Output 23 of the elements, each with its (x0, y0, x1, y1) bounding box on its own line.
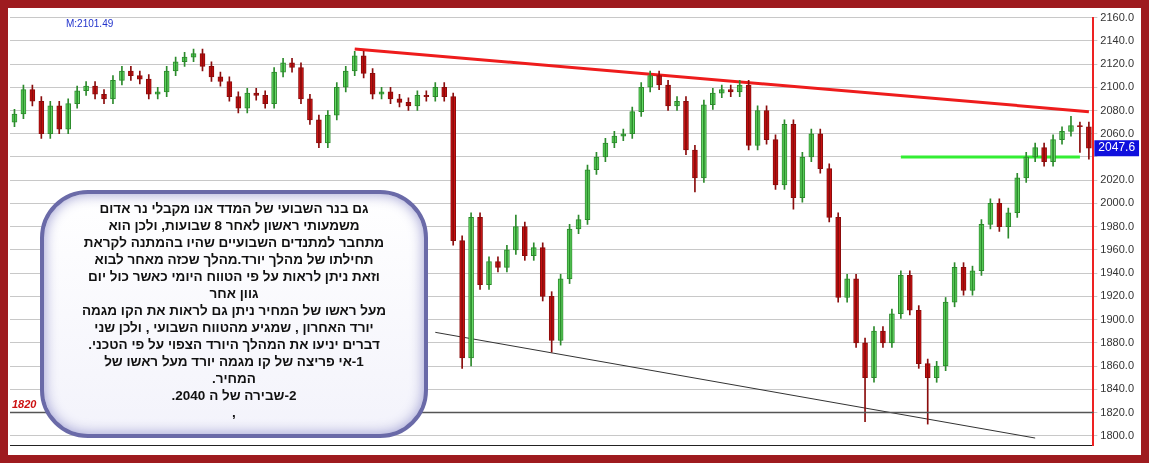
y-tick-label: 2100.0 (1100, 80, 1135, 93)
y-tick-label: 2020.0 (1100, 173, 1135, 186)
y-tick-label: 2060.0 (1100, 126, 1135, 139)
annotation: M:2101.49 (66, 18, 114, 30)
text: 2047.6 (1098, 140, 1136, 155)
y-tick-label: 1860.0 (1100, 359, 1135, 372)
y-tick-label: 1800.0 (1100, 428, 1135, 441)
y-tick-label: 2160.0 (1100, 10, 1135, 23)
y-tick-label: 1940.0 (1100, 266, 1135, 279)
y-tick-label: 2000.0 (1100, 196, 1135, 209)
y-tick-label: 1960.0 (1100, 242, 1135, 255)
y-tick-label: 1980.0 (1100, 219, 1135, 232)
candlestick (1077, 121, 1083, 153)
y-tick-label: 1880.0 (1100, 335, 1135, 348)
y-tick-label: 2140.0 (1100, 33, 1135, 46)
ref-line-label: 1820 (12, 398, 38, 411)
y-tick-label: 1840.0 (1100, 382, 1135, 395)
y-tick-label: 1820.0 (1100, 405, 1135, 418)
y-tick-label: 1920.0 (1100, 289, 1135, 302)
y-tick-label: 2120.0 (1100, 57, 1135, 70)
text: גם בנר השבועי של המדד אנו מקבלי נר אדום משמעותי ראשון לאחר 8 שבועות, ולכן הוא מתחבר למתנדים השבועיים שהיו בהמתנה לקראת תחילתו של מהלך יורד.מהלך שכזה מאחר לבוא וזאת ניתן לראות על פי הטווח היומי כאשר כול יום גוון אחר מעל ראשו של המחיר ניתן גם לראות את הקו מגמה יורד האחרון , שמגיע מהטווח השבועי , ולכן שני דברים יניעו את המהלך היורד הצפוי על פי הטכני. 1-אי פריצה של קו מגמה יורד מעל ראשו של המחיר. 2-שבירה של ה 2040. , (81, 201, 387, 420)
y-tick-label: 2080.0 (1100, 103, 1135, 116)
y-tick-label: 1900.0 (1100, 312, 1135, 325)
